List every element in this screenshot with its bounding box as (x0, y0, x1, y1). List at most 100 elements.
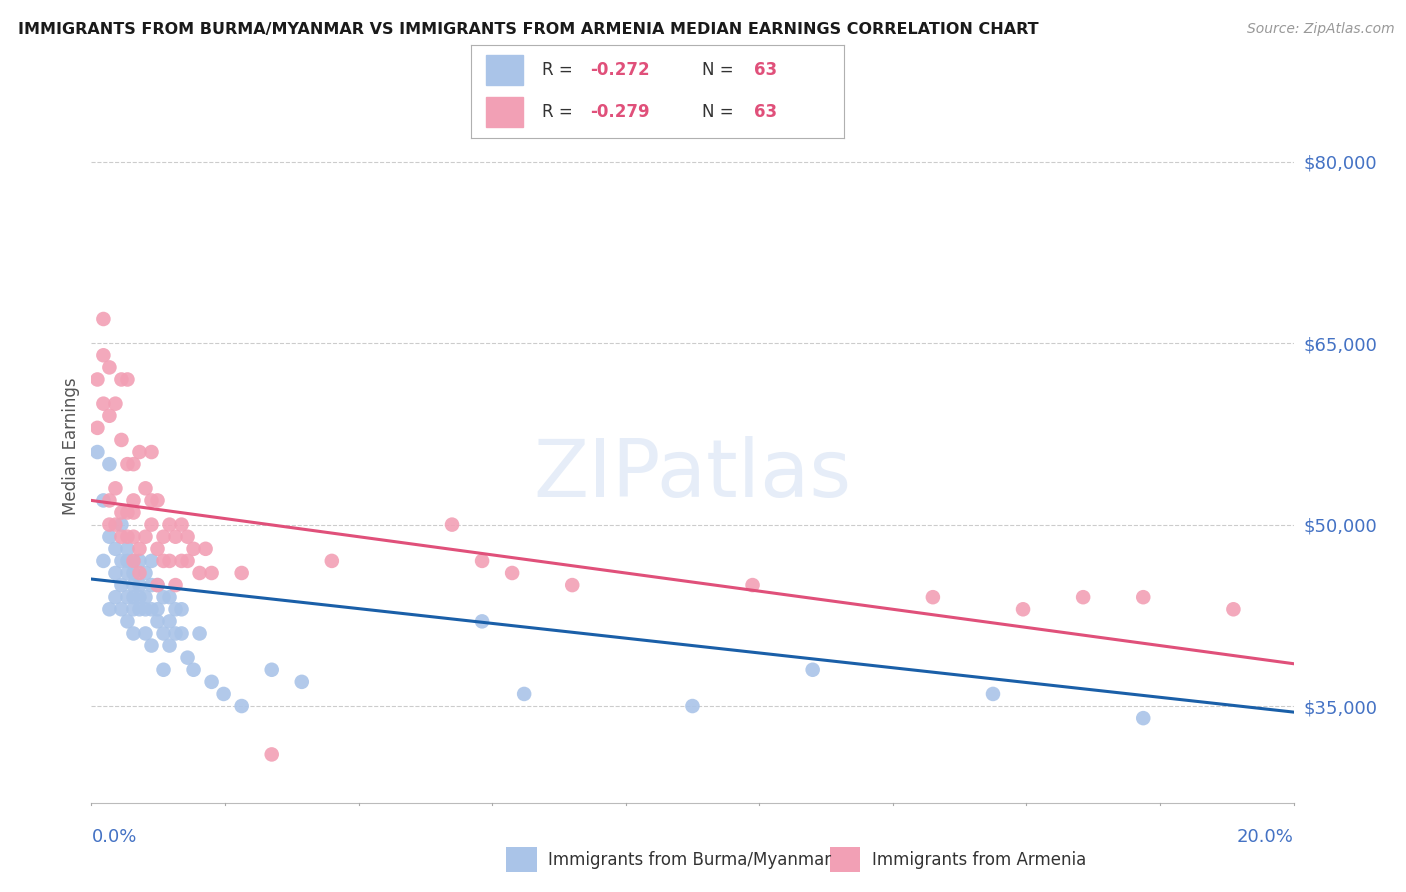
Point (152, 663, 174, 677)
Point (231, 699, 253, 714)
Text: 63: 63 (754, 61, 778, 78)
Point (110, 578, 132, 592)
Point (117, 506, 139, 520)
Point (98, 530, 121, 544)
Point (165, 602, 187, 616)
Point (122, 506, 145, 520)
Point (98, 457, 121, 471)
Point (159, 517, 181, 532)
Point (183, 541, 205, 556)
Point (104, 481, 127, 495)
Point (212, 687, 235, 701)
Point (561, 578, 583, 592)
Point (122, 590, 145, 604)
Text: Source: ZipAtlas.com: Source: ZipAtlas.com (1247, 22, 1395, 37)
Text: N =: N = (702, 103, 734, 121)
Point (146, 493, 169, 508)
Point (194, 541, 217, 556)
Point (141, 578, 163, 592)
Point (98, 360, 121, 375)
Point (110, 433, 132, 447)
Point (98, 602, 121, 616)
Point (165, 530, 187, 544)
Point (152, 590, 174, 604)
Point (1132, 711, 1154, 725)
Point (86, 372, 108, 386)
Point (93, 493, 115, 508)
Point (141, 493, 163, 508)
Point (104, 590, 127, 604)
Point (134, 590, 156, 604)
Point (260, 663, 283, 677)
Point (110, 530, 132, 544)
Text: 63: 63 (754, 103, 778, 121)
Point (152, 530, 174, 544)
Text: N =: N = (702, 61, 734, 78)
Point (98, 517, 121, 532)
Point (98, 493, 121, 508)
Point (159, 639, 181, 653)
Point (122, 457, 145, 471)
Text: Immigrants from Armenia: Immigrants from Armenia (872, 851, 1085, 869)
Point (141, 639, 163, 653)
Text: 20.0%: 20.0% (1237, 828, 1294, 846)
Point (104, 397, 127, 411)
Point (117, 554, 139, 568)
Point (1222, 602, 1244, 616)
Point (117, 372, 139, 386)
Point (231, 566, 253, 580)
Point (981, 687, 1004, 701)
Text: IMMIGRANTS FROM BURMA/MYANMAR VS IMMIGRANTS FROM ARMENIA MEDIAN EARNINGS CORRELA: IMMIGRANTS FROM BURMA/MYANMAR VS IMMIGRA… (18, 22, 1039, 37)
Point (122, 493, 145, 508)
Point (165, 578, 187, 592)
Point (170, 554, 193, 568)
Point (122, 554, 145, 568)
Text: ZIPatlas: ZIPatlas (533, 435, 852, 514)
Point (128, 541, 150, 556)
Point (128, 445, 150, 459)
Point (471, 615, 494, 629)
Point (122, 554, 145, 568)
Point (183, 663, 205, 677)
Point (93, 348, 115, 362)
Point (1132, 590, 1154, 604)
Point (134, 626, 156, 640)
Text: 0.0%: 0.0% (91, 828, 136, 846)
Point (134, 602, 156, 616)
Point (159, 590, 181, 604)
Point (104, 566, 127, 580)
Text: R =: R = (541, 61, 572, 78)
Point (117, 541, 139, 556)
Point (110, 372, 132, 386)
Point (176, 650, 198, 665)
Text: Immigrants from Burma/Myanmar: Immigrants from Burma/Myanmar (548, 851, 831, 869)
Point (110, 554, 132, 568)
Point (110, 602, 132, 616)
Point (741, 578, 763, 592)
Point (176, 554, 198, 568)
Point (128, 590, 150, 604)
Point (117, 590, 139, 604)
Point (922, 590, 945, 604)
Point (110, 506, 132, 520)
Point (801, 663, 824, 677)
Point (141, 602, 163, 616)
Point (159, 615, 181, 629)
Point (146, 578, 169, 592)
Point (117, 457, 139, 471)
Point (122, 602, 145, 616)
Point (122, 626, 145, 640)
Point (128, 602, 150, 616)
Point (110, 517, 132, 532)
Point (159, 554, 181, 568)
Point (98, 409, 121, 423)
Point (122, 530, 145, 544)
Point (104, 541, 127, 556)
Point (321, 554, 343, 568)
Point (201, 674, 224, 689)
Point (260, 747, 283, 762)
Point (1012, 602, 1035, 616)
Point (128, 554, 150, 568)
Point (104, 517, 127, 532)
Point (188, 566, 211, 580)
